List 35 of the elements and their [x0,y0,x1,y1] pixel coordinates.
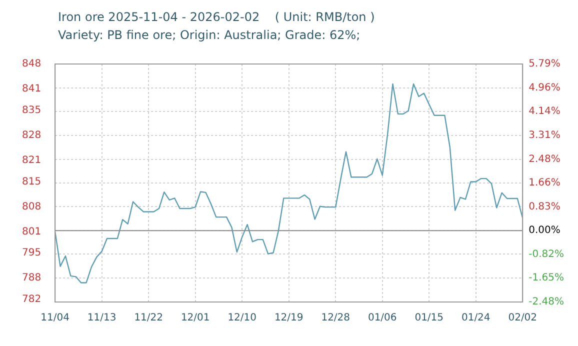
x-tick-label: 02/02 [508,312,538,324]
y-tick-label: 801 [22,226,42,238]
y-tick-label: 848 [22,58,42,70]
y-tick-label: 788 [22,272,42,284]
x-tick-label: 01/15 [414,312,444,324]
y-tick-label: 795 [22,248,42,259]
y2-tick-label: -0.82% [528,248,564,260]
y-tick-label: 841 [22,84,42,95]
x-tick-label: 12/10 [228,312,257,324]
x-tick-label: 11/22 [134,312,164,324]
y2-tick-label: 2.48% [528,154,560,165]
y2-tick-label: -2.48% [528,296,564,308]
y2-tick-label: 1.66% [528,177,560,188]
x-tick-label: 12/19 [274,312,304,324]
y2-tick-label: 4.14% [528,106,560,118]
x-tick-label: 11/04 [40,312,70,324]
chart-subtitle: Variety: PB fine ore; Origin: Australia; Grade: 62%; [57,27,362,44]
y-tick-label: 821 [22,154,42,166]
y-tick-label: 808 [22,201,42,212]
x-tick-label: 01/06 [368,312,397,324]
y-tick-label: 815 [22,176,42,188]
y-tick-label: 782 [22,294,42,306]
y-tick-label: 835 [22,104,42,116]
y2-tick-label: 0.00% [528,225,560,236]
y2-tick-label: 3.31% [528,130,560,141]
y2-tick-label: 4.96% [528,82,560,94]
x-tick-label: 12/01 [180,312,210,324]
y2-tick-label: 5.79% [528,58,560,70]
x-tick-label: 11/13 [87,312,116,324]
y2-tick-label: 0.83% [528,201,560,212]
y-tick-label: 828 [22,130,42,141]
chart-title: Iron ore 2025-11-04 - 2026-02-02 ( Unit: RMB/ton ) [57,9,376,26]
x-tick-label: 01/24 [461,312,490,324]
x-tick-label: 12/28 [321,312,350,324]
y2-tick-label: -1.65% [528,272,564,284]
